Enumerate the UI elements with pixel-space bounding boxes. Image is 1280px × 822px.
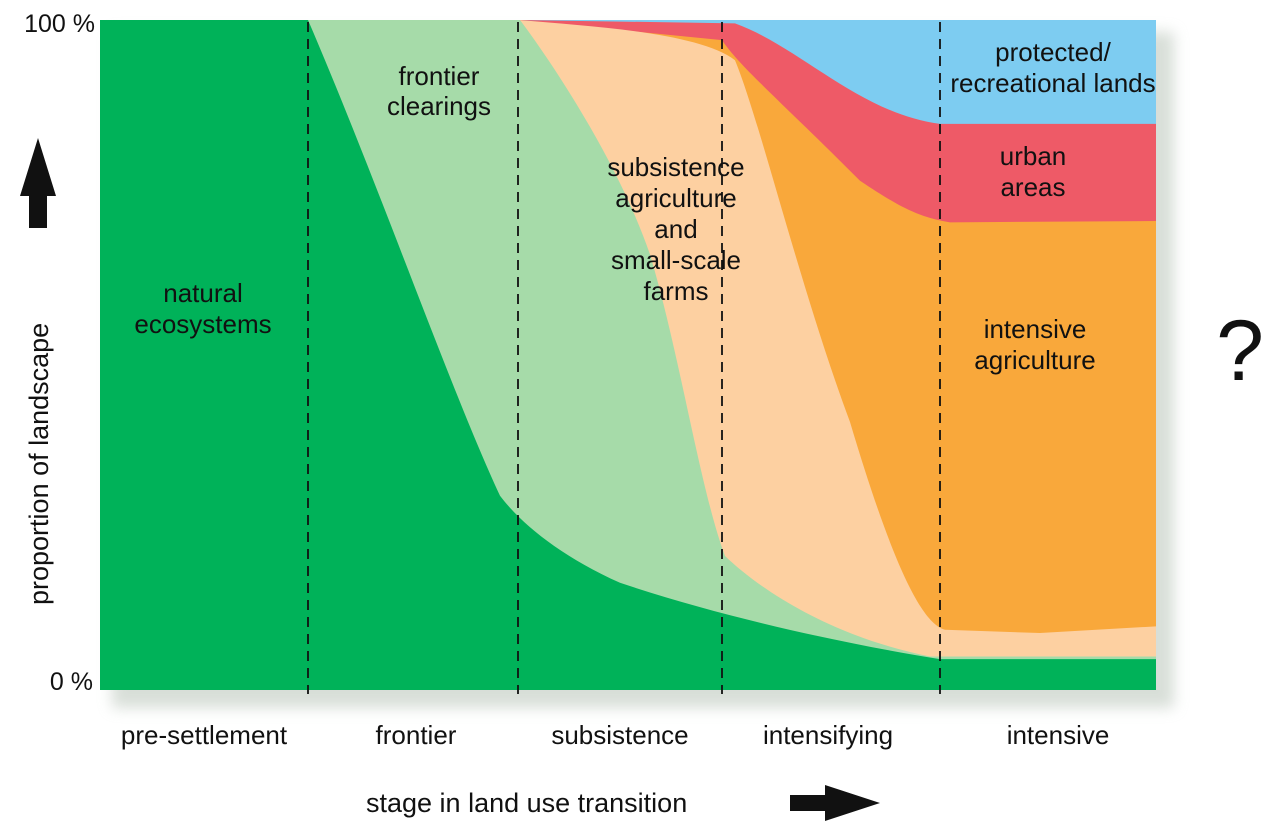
y-axis-title: proportion of landscape	[24, 323, 54, 605]
y-tick-100: 100 %	[24, 10, 95, 38]
question-mark-annotation: ?	[1216, 303, 1264, 399]
stage-label-4: intensifying	[763, 720, 893, 750]
y-tick-0: 0 %	[50, 668, 93, 696]
x-axis-title: stage in land use transition	[366, 788, 687, 818]
area-label-subsistence-2: agriculture	[615, 183, 736, 213]
area-label-subsistence-3: and	[654, 214, 697, 244]
area-natural-ecosystems	[100, 20, 1156, 690]
stage-label-1: pre-settlement	[121, 720, 288, 750]
x-axis-arrow-icon	[790, 785, 880, 821]
area-label-subsistence-5: farms	[644, 276, 709, 306]
area-label-intensive-2: agriculture	[974, 345, 1095, 375]
stage-labels: pre-settlement frontier subsistence intensi…	[121, 720, 1109, 750]
area-label-subsistence-1: subsistence	[607, 152, 744, 182]
stacked-areas	[100, 20, 1156, 690]
area-label-frontier-1: frontier	[399, 61, 480, 91]
area-label-natural-1: natural	[163, 278, 243, 308]
stage-label-2: frontier	[376, 720, 457, 750]
stage-label-3: subsistence	[551, 720, 688, 750]
area-label-urban-2: areas	[1000, 172, 1065, 202]
area-label-protected-2: recreational lands	[950, 68, 1155, 98]
area-label-intensive-1: intensive	[984, 314, 1087, 344]
area-label-urban-1: urban	[1000, 141, 1067, 171]
area-label-subsistence-4: small-scale	[611, 245, 741, 275]
area-label-natural-2: ecosystems	[134, 309, 271, 339]
area-label-frontier-2: clearings	[387, 91, 491, 121]
area-label-protected-1: protected/	[995, 37, 1111, 67]
stage-label-5: intensive	[1007, 720, 1110, 750]
stage-dividers	[307, 22, 941, 694]
y-axis-arrow-icon	[20, 138, 56, 228]
y-axis-title-group: proportion of landscape	[24, 323, 54, 605]
